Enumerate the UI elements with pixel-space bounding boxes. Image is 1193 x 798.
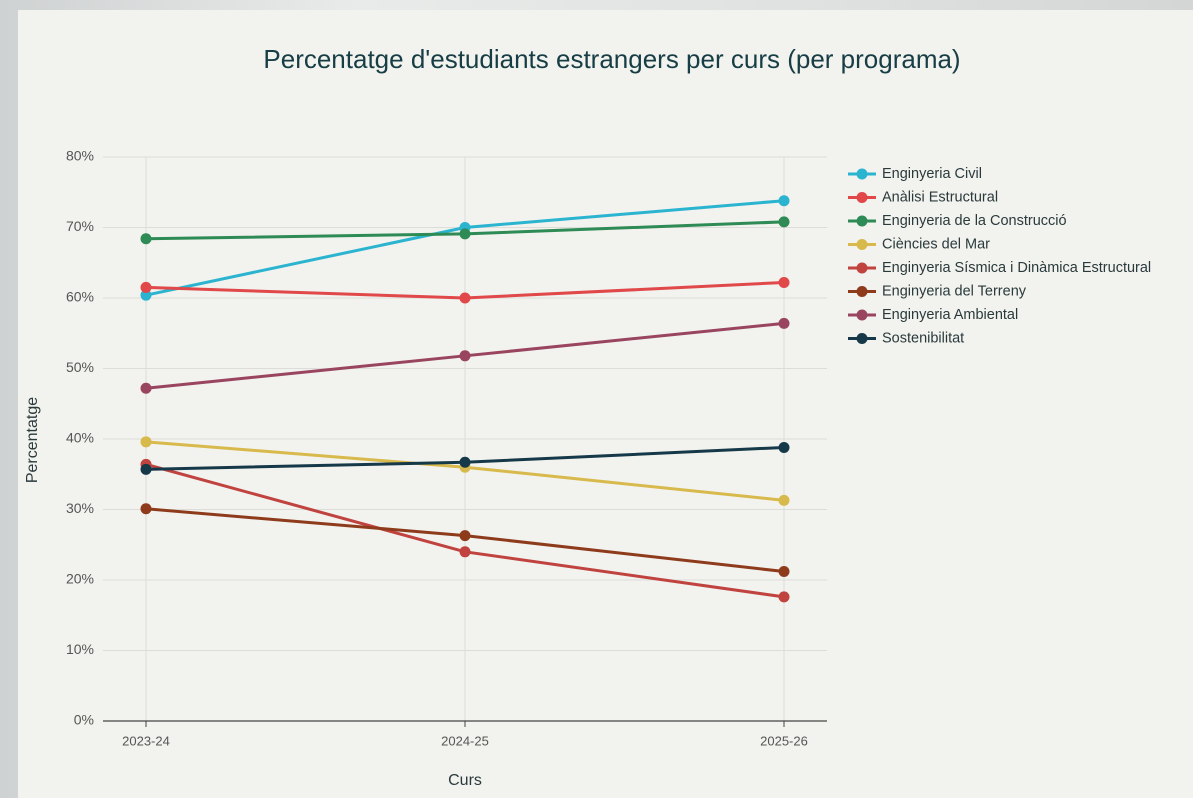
point	[141, 436, 152, 447]
point	[779, 216, 790, 227]
legend-label: Enginyeria del Terreny	[882, 283, 1027, 299]
x-tick-label: 2023-24	[122, 733, 170, 748]
legend-label: Enginyeria Civil	[882, 166, 982, 182]
point	[779, 495, 790, 506]
y-tick-label: 0%	[74, 712, 94, 728]
chart-title: Percentatge d'estudiants estrangers per …	[263, 44, 960, 74]
point	[779, 591, 790, 602]
y-tick-label: 50%	[66, 359, 94, 375]
legend-marker	[857, 333, 868, 344]
point	[460, 293, 471, 304]
y-tick-label: 80%	[66, 148, 94, 164]
point	[779, 566, 790, 577]
point	[779, 277, 790, 288]
point	[141, 383, 152, 394]
x-axis-label: Curs	[448, 772, 482, 789]
chart: Percentatge d'estudiants estrangers per …	[0, 0, 1193, 798]
legend-marker	[857, 239, 868, 250]
x-tick-label: 2024-25	[441, 733, 489, 748]
point	[779, 195, 790, 206]
point	[460, 457, 471, 468]
y-tick-label: 60%	[66, 289, 94, 305]
screen: Percentatge d'estudiants estrangers per …	[0, 0, 1193, 798]
legend-label: Ciències del Mar	[882, 236, 990, 252]
legend-label: Anàlisi Estructural	[882, 189, 998, 205]
legend-marker	[857, 216, 868, 227]
y-tick-label: 70%	[66, 218, 94, 234]
legend-label: Enginyeria Ambiental	[882, 307, 1018, 323]
x-tick-label: 2025-26	[760, 733, 808, 748]
legend-marker	[857, 286, 868, 297]
legend-label: Sostenibilitat	[882, 330, 964, 346]
point	[141, 464, 152, 475]
panel	[18, 10, 1193, 798]
legend-marker	[857, 310, 868, 321]
y-axis-label: Percentatge	[24, 397, 41, 483]
legend-label: Enginyeria de la Construcció	[882, 213, 1067, 229]
legend-marker	[857, 169, 868, 180]
y-tick-label: 20%	[66, 571, 94, 587]
point	[141, 233, 152, 244]
point	[141, 282, 152, 293]
point	[779, 318, 790, 329]
point	[141, 503, 152, 514]
point	[779, 442, 790, 453]
legend-label: Enginyeria Sísmica i Dinàmica Estructura…	[882, 260, 1151, 276]
point	[460, 228, 471, 239]
point	[460, 350, 471, 361]
y-tick-label: 40%	[66, 430, 94, 446]
legend-marker	[857, 263, 868, 274]
legend-marker	[857, 192, 868, 203]
point	[460, 546, 471, 557]
y-tick-label: 10%	[66, 641, 94, 657]
y-tick-label: 30%	[66, 500, 94, 516]
point	[460, 530, 471, 541]
